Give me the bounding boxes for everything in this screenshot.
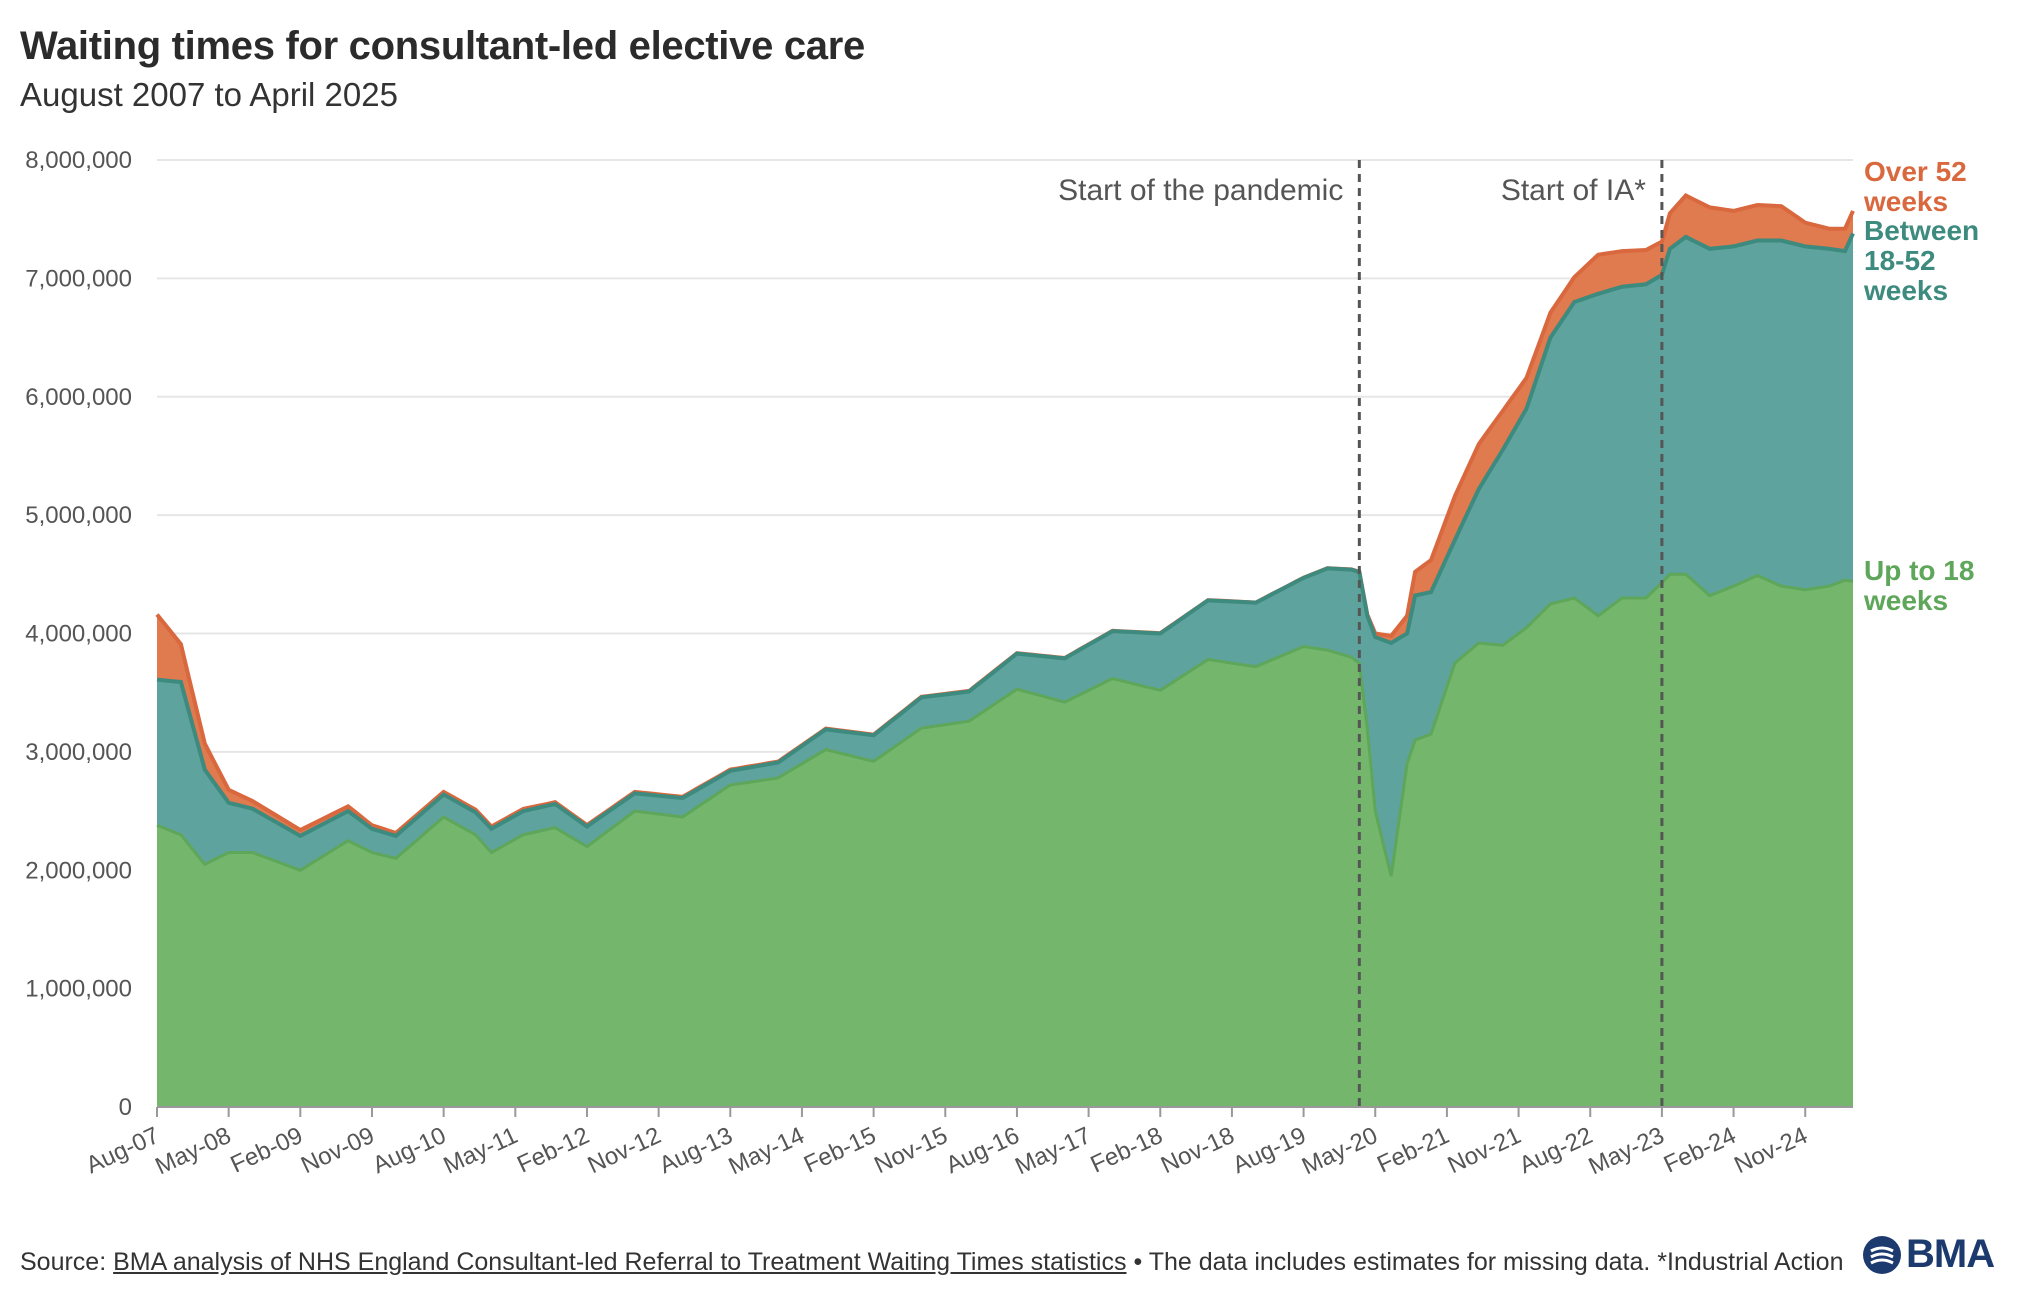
y-tick-label: 5,000,000	[25, 502, 132, 529]
bma-logo-icon	[1863, 1235, 1901, 1274]
bma-logo: BMA	[1862, 1232, 1995, 1277]
line-between-18-52-weeks	[156, 232, 1855, 839]
x-tick-label: Feb-15	[800, 1122, 880, 1179]
label-over-52-weeks: Over 52	[1864, 156, 1967, 187]
label-up-to-18-weeks: Up to 18	[1864, 555, 1974, 586]
x-tick-label: Feb-12	[513, 1122, 593, 1179]
x-tick-label: Aug-10	[369, 1122, 451, 1179]
x-tick-label: Aug-22	[1515, 1122, 1597, 1179]
x-tick-label: Feb-18	[1086, 1122, 1166, 1179]
source-note: • The data includes estimates for missin…	[1126, 1248, 1844, 1276]
y-tick-label: 1,000,000	[25, 976, 132, 1003]
source-prefix: Source:	[20, 1248, 114, 1276]
y-tick-label: 7,000,000	[25, 265, 132, 292]
series-areas	[155, 193, 1855, 1107]
x-tick-label: Aug-07	[82, 1122, 164, 1179]
area-between-18-52-weeks	[157, 233, 1853, 877]
chart-subtitle: August 2007 to April 2025	[20, 76, 398, 113]
x-tick-label: May-17	[1011, 1122, 1095, 1180]
label-between-18-52-weeks: weeks	[1863, 275, 1948, 306]
bma-logo-text: BMA	[1906, 1232, 1995, 1276]
x-tick-label: Feb-24	[1660, 1122, 1740, 1179]
annotation-label: Start of the pandemic	[1058, 174, 1343, 207]
y-tick-label: 8,000,000	[25, 147, 132, 174]
x-axis: Aug-07May-08Feb-09Nov-09Aug-10May-11Feb-…	[82, 1106, 1853, 1180]
label-between-18-52-weeks: Between	[1864, 215, 1979, 246]
x-tick-label: May-11	[440, 1122, 522, 1180]
x-tick-label: Feb-21	[1373, 1122, 1453, 1179]
label-up-to-18-weeks: weeks	[1863, 585, 1948, 616]
x-tick-label: May-20	[1298, 1122, 1382, 1180]
y-tick-label: 2,000,000	[25, 857, 132, 884]
annotation-label: Start of IA*	[1501, 174, 1646, 207]
area-up-to-18-weeks	[157, 574, 1853, 1107]
chart-title: Waiting times for consultant-led electiv…	[20, 24, 865, 68]
x-tick-label: Aug-13	[655, 1122, 737, 1179]
x-tick-label: Feb-09	[227, 1122, 307, 1179]
x-tick-label: May-23	[1584, 1122, 1668, 1180]
annotations: Start of the pandemic Start of IA*	[1058, 160, 1664, 1110]
y-tick-label: 6,000,000	[25, 384, 132, 411]
x-tick-label: Nov-18	[1157, 1122, 1239, 1179]
source-footer: Source: BMA analysis of NHS England Cons…	[20, 1248, 1844, 1277]
x-tick-label: Nov-21	[1444, 1122, 1526, 1179]
y-tick-label: 3,000,000	[25, 739, 132, 766]
x-tick-label: Nov-15	[870, 1122, 952, 1179]
x-tick-label: Aug-19	[1229, 1122, 1311, 1179]
x-tick-label: May-08	[151, 1122, 235, 1180]
line-up-to-18-weeks	[156, 572, 1854, 877]
label-over-52-weeks: weeks	[1863, 186, 1948, 217]
y-tick-label: 0	[119, 1094, 132, 1121]
y-tick-label: 4,000,000	[25, 621, 132, 648]
source-link[interactable]: BMA analysis of NHS England Consultant-l…	[113, 1248, 1127, 1276]
x-tick-label: May-14	[725, 1122, 809, 1180]
y-axis: 0 1,000,000 2,000,000 3,000,000 4,000,000 5,0…	[25, 147, 132, 1121]
x-tick-label: Aug-16	[942, 1122, 1024, 1179]
x-tick-label: Nov-12	[584, 1122, 666, 1179]
label-between-18-52-weeks: 18-52	[1864, 245, 1936, 276]
x-tick-label: Nov-09	[297, 1122, 379, 1179]
x-tick-label: Nov-24	[1730, 1122, 1812, 1179]
